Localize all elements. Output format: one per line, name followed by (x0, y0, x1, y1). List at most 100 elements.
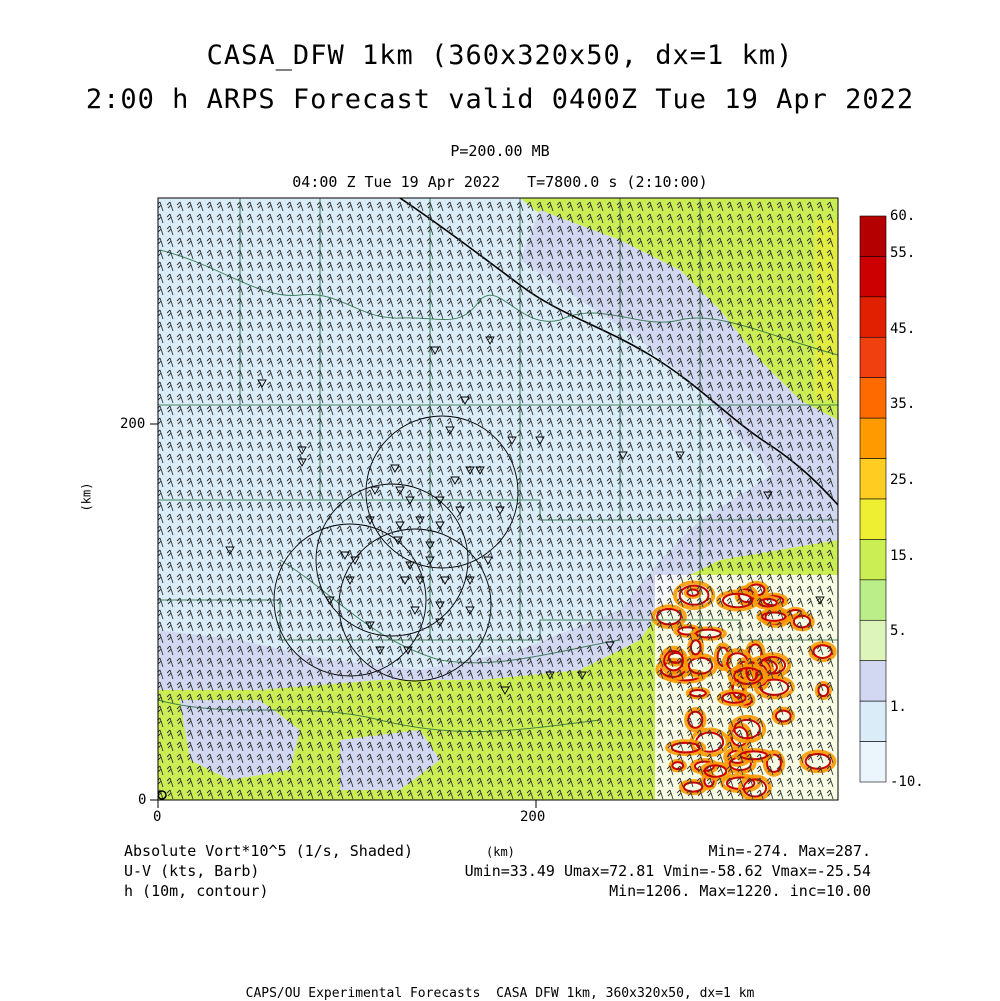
wind-barb (696, 321, 704, 332)
wind-barb (786, 501, 794, 512)
wind-barb (636, 573, 644, 584)
wind-barb (276, 393, 284, 404)
wind-barb (746, 261, 754, 272)
wind-barb (226, 405, 234, 416)
wind-barb (546, 201, 554, 212)
wind-barb (516, 525, 524, 536)
wind-barb (616, 429, 624, 440)
wind-barb (466, 525, 474, 536)
wind-barb (276, 573, 284, 584)
wind-barb (666, 501, 674, 512)
wind-barb (816, 225, 824, 236)
wind-barb (356, 285, 364, 296)
wind-barb (266, 501, 274, 512)
wind-barb (216, 561, 224, 572)
wind-barb (176, 333, 184, 344)
wind-barb (766, 597, 774, 608)
wind-barb (776, 213, 784, 224)
wind-barb (346, 645, 354, 656)
wind-barb (396, 297, 404, 308)
wind-barb (316, 501, 324, 512)
wind-barb (286, 213, 294, 224)
wind-barb (806, 285, 814, 296)
wind-barb (756, 585, 764, 596)
wind-barb (566, 441, 574, 452)
wind-barb (786, 237, 794, 248)
wind-barb (186, 249, 194, 260)
colorbar-swatch (859, 741, 887, 783)
wind-barb (706, 429, 714, 440)
wind-barb (426, 261, 434, 272)
wind-barb (226, 669, 234, 680)
wind-barb (716, 417, 724, 428)
wind-barb (306, 273, 314, 284)
wind-barb (816, 501, 824, 512)
wind-barb (166, 441, 174, 452)
wind-barb (366, 597, 374, 608)
wind-barb (456, 261, 464, 272)
wind-barb (416, 561, 424, 572)
wind-barb (546, 453, 554, 464)
wind-barb (606, 465, 614, 476)
wind-barb (756, 273, 764, 284)
wind-barb (516, 381, 524, 392)
wind-barb (166, 237, 174, 248)
wind-barb (326, 621, 334, 632)
wind-barb (406, 309, 414, 320)
wind-barb (566, 633, 574, 644)
wind-barb (766, 429, 774, 440)
wind-barb (776, 477, 784, 488)
wind-barb (506, 633, 514, 644)
wind-barb (266, 549, 274, 560)
wind-barb (286, 237, 294, 248)
wind-barb (756, 201, 764, 212)
wind-barb (426, 513, 434, 524)
wind-barb (616, 477, 624, 488)
wind-barb (466, 597, 474, 608)
wind-barb (596, 417, 604, 428)
wind-barb (516, 405, 524, 416)
wind-barb (416, 357, 424, 368)
wind-barb (606, 477, 614, 488)
wind-barb (186, 573, 194, 584)
wind-barb (196, 621, 204, 632)
wind-barb (726, 237, 734, 248)
wind-barb (336, 345, 344, 356)
wind-barb (586, 573, 594, 584)
wind-barb (666, 537, 674, 548)
wind-barb (556, 345, 564, 356)
wind-barb (786, 201, 794, 212)
wind-barb (456, 309, 464, 320)
wind-barb (596, 537, 604, 548)
wind-barb (756, 213, 764, 224)
wind-barb (236, 201, 244, 212)
wind-barb (816, 489, 824, 500)
wind-barb (656, 453, 664, 464)
wind-barb (336, 561, 344, 572)
wind-barb (196, 501, 204, 512)
wind-barb (216, 393, 224, 404)
wind-barb (766, 225, 774, 236)
wind-barb (706, 537, 714, 548)
wind-barb (436, 609, 444, 620)
wind-barb (296, 477, 304, 488)
wind-barb (706, 465, 714, 476)
wind-barb (426, 321, 434, 332)
wind-barb (276, 261, 284, 272)
wind-barb (616, 489, 624, 500)
wind-barb (176, 669, 184, 680)
wind-barb (656, 297, 664, 308)
wind-barb (636, 633, 644, 644)
wind-barb (236, 561, 244, 572)
wind-barb (356, 489, 364, 500)
wind-barb (406, 345, 414, 356)
wind-barb (426, 477, 434, 488)
wind-barb (416, 525, 424, 536)
wind-barb (696, 405, 704, 416)
wind-barb (246, 261, 254, 272)
wind-barb (606, 573, 614, 584)
wind-barb (746, 333, 754, 344)
wind-barb (466, 537, 474, 548)
wind-barb (636, 225, 644, 236)
